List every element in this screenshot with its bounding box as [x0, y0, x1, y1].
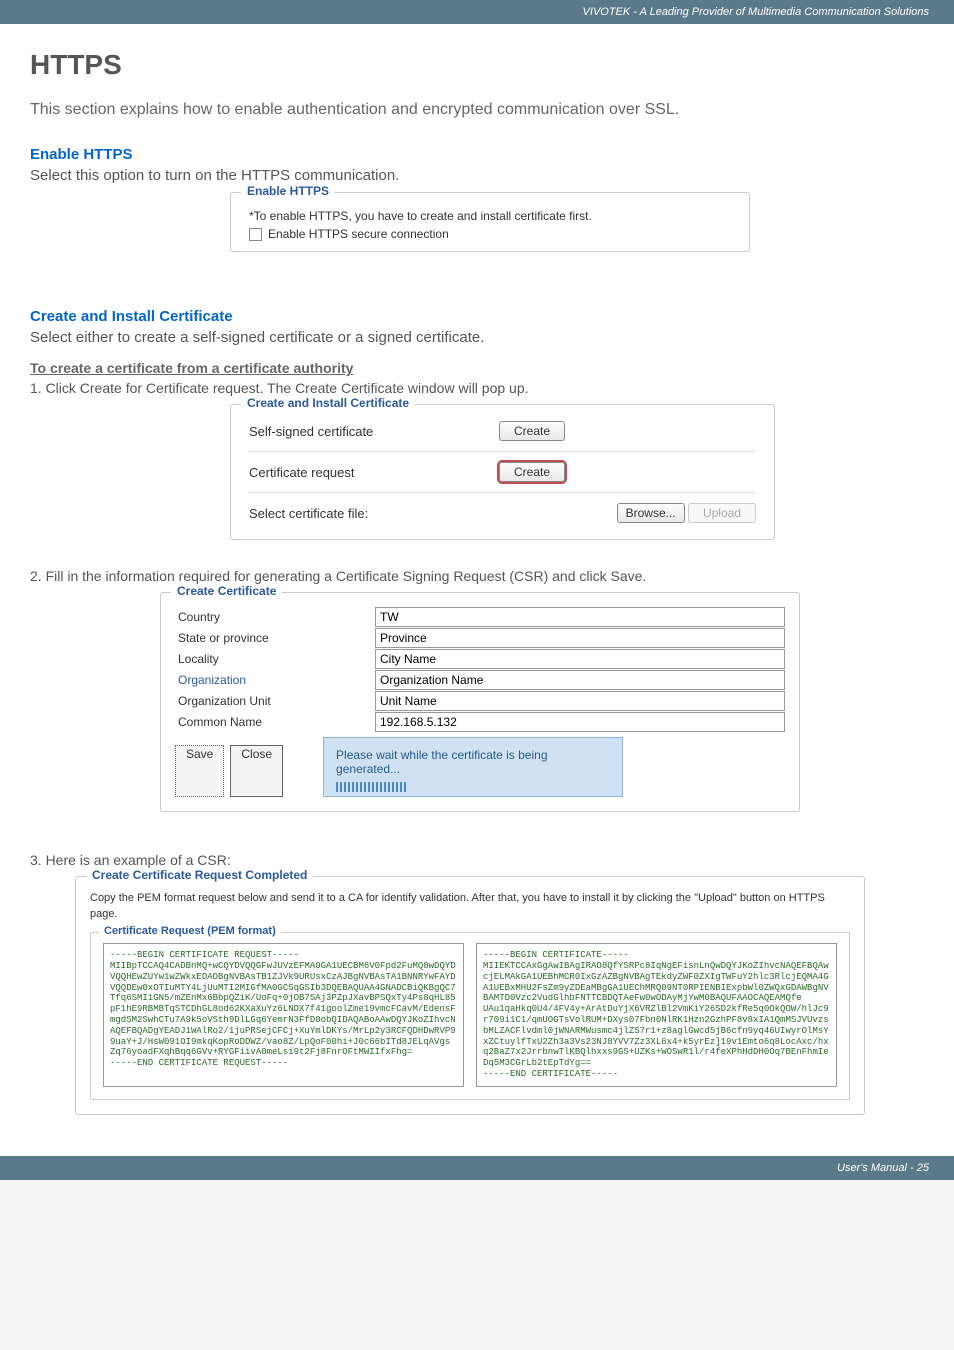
create-self-signed-button[interactable]: Create: [499, 421, 565, 441]
header-bar: VIVOTEK - A Leading Provider of Multimed…: [0, 0, 954, 24]
sub-heading: To create a certificate from a certifica…: [30, 360, 924, 376]
step2: 2. Fill in the information required for …: [30, 568, 924, 584]
progress-bar: [336, 782, 406, 792]
select-file-label: Select certificate file:: [249, 506, 499, 521]
locality-label: Locality: [175, 652, 375, 666]
enable-https-checkbox[interactable]: [249, 228, 262, 241]
wait-text: Please wait while the certificate is bei…: [336, 748, 547, 776]
csr-instr: Copy the PEM format request below and se…: [90, 891, 850, 922]
pem-inner-panel: Certificate Request (PEM format) -----BE…: [90, 932, 850, 1100]
cn-input[interactable]: [375, 712, 785, 732]
orgunit-input[interactable]: [375, 691, 785, 711]
org-input[interactable]: [375, 670, 785, 690]
create-cert-panel: Create Certificate Country State or prov…: [160, 592, 800, 812]
page-title: HTTPS: [30, 49, 924, 81]
state-input[interactable]: [375, 628, 785, 648]
pem-cert-box: -----BEGIN CERTIFICATE----- MIIEKTCCAxGg…: [476, 943, 837, 1087]
panel-legend: Create and Install Certificate: [241, 396, 415, 410]
wait-box: Please wait while the certificate is bei…: [323, 737, 623, 797]
browse-button[interactable]: Browse...: [617, 503, 685, 523]
enable-note: *To enable HTTPS, you have to create and…: [249, 209, 731, 223]
pem-request-box: -----BEGIN CERTIFICATE REQUEST----- MIIB…: [103, 943, 464, 1087]
create-cert-request-button[interactable]: Create: [499, 462, 565, 482]
panel-legend: Create Certificate Request Completed: [86, 868, 313, 882]
pem-legend: Certificate Request (PEM format): [99, 925, 281, 937]
orgunit-label: Organization Unit: [175, 694, 375, 708]
create-install-text: Select either to create a self-signed ce…: [30, 329, 924, 346]
footer-bar: User's Manual - 25: [0, 1156, 954, 1180]
intro-text: This section explains how to enable auth…: [30, 99, 924, 121]
cn-label: Common Name: [175, 715, 375, 729]
state-label: State or province: [175, 631, 375, 645]
panel-legend: Enable HTTPS: [241, 184, 335, 198]
country-label: Country: [175, 610, 375, 624]
create-install-heading: Create and Install Certificate: [30, 308, 924, 325]
org-label: Organization: [175, 673, 375, 687]
close-button[interactable]: Close: [230, 745, 283, 797]
create-install-panel: Create and Install Certificate Self-sign…: [230, 404, 775, 540]
country-input[interactable]: [375, 607, 785, 627]
self-signed-label: Self-signed certificate: [249, 424, 499, 439]
step1: 1. Click Create for Certificate request.…: [30, 380, 924, 396]
cert-request-label: Certificate request: [249, 465, 499, 480]
enable-https-text: Select this option to turn on the HTTPS …: [30, 167, 924, 184]
enable-https-checkbox-label: Enable HTTPS secure connection: [268, 227, 449, 241]
csr-completed-panel: Create Certificate Request Completed Cop…: [75, 876, 865, 1114]
enable-https-panel: Enable HTTPS *To enable HTTPS, you have …: [230, 192, 750, 252]
save-button[interactable]: Save: [175, 745, 224, 797]
panel-legend: Create Certificate: [171, 584, 282, 598]
enable-https-heading: Enable HTTPS: [30, 146, 924, 163]
step3: 3. Here is an example of a CSR:: [30, 852, 924, 868]
locality-input[interactable]: [375, 649, 785, 669]
upload-button[interactable]: Upload: [688, 503, 756, 523]
